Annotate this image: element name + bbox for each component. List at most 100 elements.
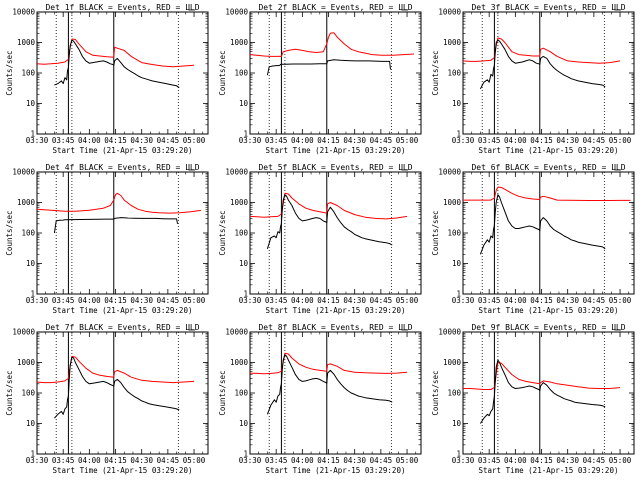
legend-marker-icon	[401, 324, 408, 331]
events-series-line	[53, 217, 178, 234]
x-tick-label: 04:30	[343, 456, 366, 465]
y-tick-label: 100	[21, 69, 35, 78]
lld-series-line	[36, 355, 195, 384]
x-tick-label: 04:15	[104, 456, 127, 465]
x-tick-label: 04:15	[104, 296, 127, 305]
x-axis-label: Start Time (21-Apr-15 03:29:20)	[266, 306, 406, 315]
events-series-line	[479, 194, 606, 255]
x-tick-label: 03:45	[52, 456, 75, 465]
y-tick-label: 1000	[230, 38, 249, 47]
y-tick-label: 10	[239, 419, 249, 428]
chart-panel-1: Det 1f BLACK = Events, RED = LLD 1 10 100 10…	[5, 3, 209, 155]
y-tick-label: 10000	[438, 8, 461, 17]
plot-frame	[36, 171, 209, 295]
panel-title: Det 3f BLACK = Events, RED = LLD	[471, 3, 625, 12]
x-tick-label: 04:00	[78, 456, 101, 465]
legend-marker-icon	[188, 164, 195, 171]
y-tick-label: 1	[243, 290, 248, 299]
x-tick-label: 05:00	[609, 136, 632, 145]
legend-marker-icon	[614, 324, 621, 331]
x-tick-label: 04:30	[130, 296, 153, 305]
y-tick-label: 1000	[17, 358, 36, 367]
y-tick-label: 1000	[230, 198, 249, 207]
y-tick-label: 100	[21, 389, 35, 398]
x-tick-label: 04:45	[583, 136, 606, 145]
chart-panel-7: Det 7f BLACK = Events, RED = LLD 1 10 100 10…	[5, 323, 209, 475]
x-tick-label: 05:00	[396, 136, 419, 145]
lld-series-line	[249, 32, 415, 57]
y-tick-label: 10	[239, 99, 249, 108]
panel-title: Det 4f BLACK = Events, RED = LLD	[45, 163, 199, 172]
legend-marker-icon	[401, 4, 408, 11]
y-tick-label: 10000	[438, 328, 461, 337]
y-axis-label: Counts/sec	[431, 370, 440, 415]
x-tick-label: 03:45	[52, 296, 75, 305]
y-tick-label: 10	[239, 259, 249, 268]
y-tick-label: 10	[26, 419, 36, 428]
y-tick-label: 1000	[17, 38, 36, 47]
y-tick-label: 1000	[443, 358, 462, 367]
x-tick-label: 04:00	[504, 136, 527, 145]
x-tick-label: 03:30	[239, 296, 262, 305]
y-axis-label: Counts/sec	[5, 370, 14, 415]
lld-series-line	[463, 362, 621, 390]
x-axis-label: Start Time (21-Apr-15 03:29:20)	[53, 466, 193, 475]
events-series-line	[479, 359, 606, 424]
y-tick-label: 1000	[230, 358, 249, 367]
x-tick-label: 04:30	[343, 296, 366, 305]
panel-title: Det 5f BLACK = Events, RED = LLD	[258, 163, 412, 172]
lld-series-line	[463, 186, 631, 201]
events-series-line	[479, 39, 606, 90]
y-axis-label: Counts/sec	[431, 210, 440, 255]
x-tick-label: 03:30	[26, 296, 49, 305]
y-tick-label: 10000	[225, 168, 248, 177]
x-tick-label: 04:00	[291, 136, 314, 145]
x-axis-label: Start Time (21-Apr-15 03:29:20)	[479, 466, 619, 475]
y-tick-label: 10000	[225, 328, 248, 337]
legend-marker-icon	[188, 324, 195, 331]
x-tick-label: 04:30	[130, 456, 153, 465]
y-tick-label: 10000	[12, 8, 35, 17]
events-series-line	[54, 356, 180, 419]
x-tick-label: 04:30	[556, 136, 579, 145]
plot-frame	[249, 171, 422, 295]
y-tick-label: 100	[234, 389, 248, 398]
x-tick-label: 03:45	[478, 136, 501, 145]
y-axis-label: Counts/sec	[218, 210, 227, 255]
x-tick-label: 04:15	[104, 136, 127, 145]
y-axis-label: Counts/sec	[218, 50, 227, 95]
x-tick-label: 05:00	[396, 456, 419, 465]
y-tick-label: 1	[30, 130, 35, 139]
y-tick-label: 1	[243, 450, 248, 459]
y-tick-label: 1	[243, 130, 248, 139]
x-tick-label: 03:30	[452, 296, 475, 305]
y-tick-label: 10000	[225, 8, 248, 17]
y-tick-label: 100	[234, 229, 248, 238]
x-tick-label: 04:30	[556, 296, 579, 305]
x-tick-label: 04:15	[530, 136, 553, 145]
x-tick-label: 03:30	[452, 136, 475, 145]
y-tick-label: 1	[456, 290, 461, 299]
y-tick-label: 1000	[17, 198, 36, 207]
chart-panel-2: Det 2f BLACK = Events, RED = LLD 1 10 100 10…	[218, 3, 422, 155]
lld-series-line	[36, 38, 195, 68]
events-series-line	[266, 194, 393, 250]
chart-panel-3: Det 3f BLACK = Events, RED = LLD 1 10 100 10…	[431, 3, 635, 155]
x-axis-label: Start Time (21-Apr-15 03:29:20)	[479, 146, 619, 155]
y-tick-label: 100	[234, 69, 248, 78]
panel-title: Det 9f BLACK = Events, RED = LLD	[471, 323, 625, 332]
y-tick-label: 100	[21, 229, 35, 238]
y-tick-label: 10	[452, 419, 462, 428]
x-tick-label: 04:00	[504, 456, 527, 465]
events-series-line	[266, 354, 393, 415]
x-tick-label: 04:15	[317, 456, 340, 465]
chart-panel-8: Det 8f BLACK = Events, RED = LLD 1 10 100 10…	[218, 323, 422, 475]
legend-marker-icon	[614, 164, 621, 171]
plot-frame	[462, 331, 635, 455]
legend-marker-icon	[188, 4, 195, 11]
y-tick-label: 10	[26, 99, 36, 108]
x-tick-label: 03:30	[26, 456, 49, 465]
y-tick-label: 1000	[443, 38, 462, 47]
x-tick-label: 04:30	[130, 136, 153, 145]
